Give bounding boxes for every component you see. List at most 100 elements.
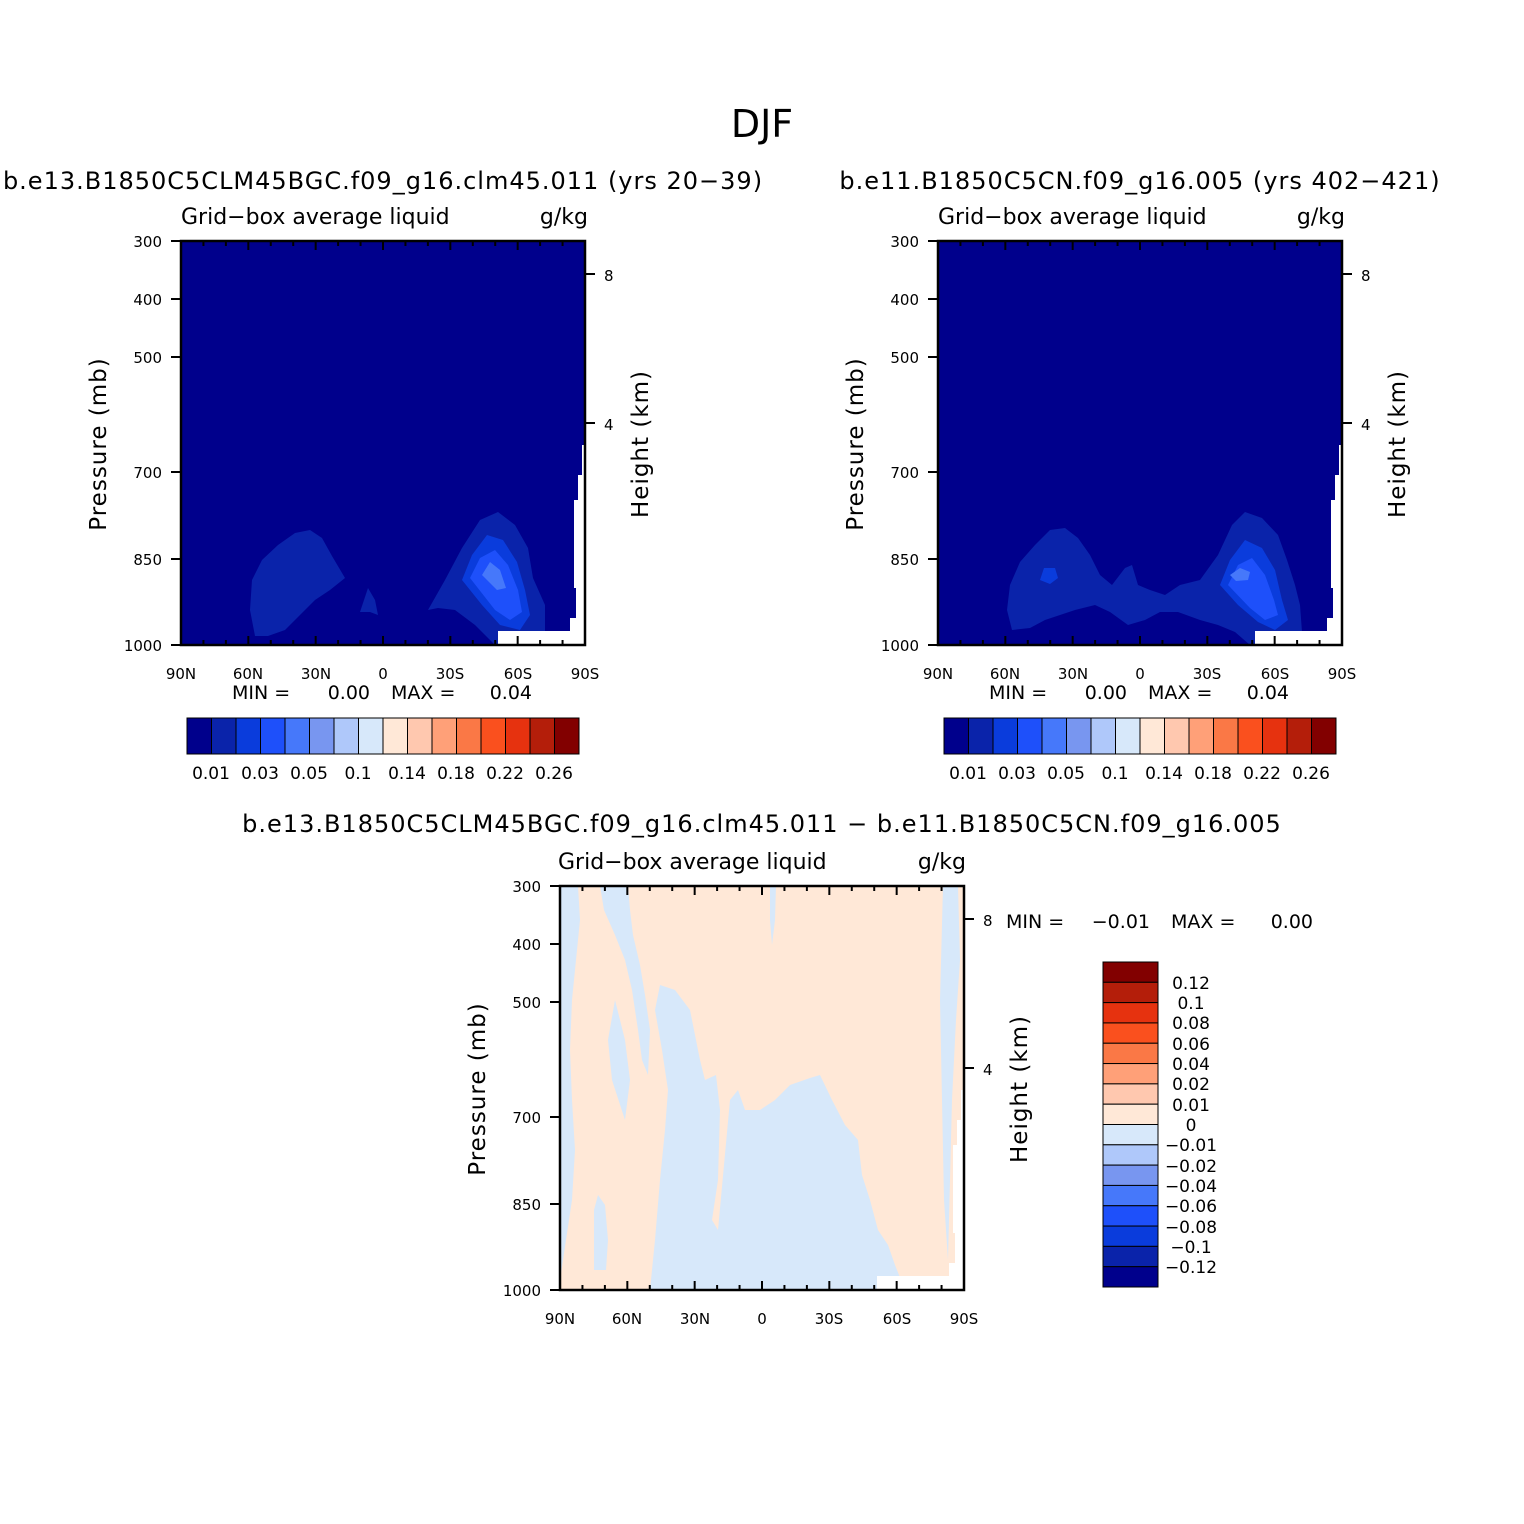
colorbar-swatch xyxy=(1115,717,1141,755)
colorbar-label: 0.14 xyxy=(388,764,426,784)
colorbar-swatch xyxy=(1102,1124,1159,1146)
colorbar-label: 0.26 xyxy=(535,764,573,784)
colorbar-label: 0.02 xyxy=(1172,1075,1210,1095)
x-tick-label: 30N xyxy=(680,1310,710,1328)
negative-region-north-strip xyxy=(560,886,580,1280)
x-tick-label: 0 xyxy=(378,665,388,683)
colorbar-swatch xyxy=(554,717,580,755)
min-label: MIN = xyxy=(989,682,1047,704)
y2-axis-title: Height (km) xyxy=(1007,1015,1033,1163)
colorbar-label: 0.1 xyxy=(344,764,371,784)
colorbar-swatch xyxy=(407,717,433,755)
variable-label: Grid−box average liquid xyxy=(558,850,827,875)
panel-title: b.e11.B1850C5CN.f09_g16.005 (yrs 402−421… xyxy=(839,167,1440,195)
x-tick-label: 90S xyxy=(571,665,600,683)
colorbar-swatch xyxy=(1090,717,1116,755)
colorbar-diff xyxy=(1102,961,1159,1288)
x-tick-labels: 90N 60N 30N 0 30S 60S 90S xyxy=(923,665,1356,683)
x-tick-label: 90S xyxy=(1328,665,1357,683)
y2-tick-label: 4 xyxy=(1361,416,1371,434)
y2-tick-label: 8 xyxy=(604,267,614,285)
colorbar-swatch xyxy=(260,717,286,755)
colorbar-labels: 0.01 0.03 0.05 0.1 0.14 0.18 0.22 0.26 xyxy=(192,764,573,784)
colorbar-label: 0.22 xyxy=(486,764,524,784)
negative-region-north-lower xyxy=(594,1195,608,1270)
colorbar-label: −0.01 xyxy=(1165,1136,1217,1156)
x-tick-label: 0 xyxy=(757,1310,767,1328)
y-tick-label: 400 xyxy=(133,291,162,309)
y-tick-label: 1000 xyxy=(503,1282,541,1300)
ticks xyxy=(550,885,974,1291)
colorbar-label: 0.1 xyxy=(1101,764,1128,784)
colorbar-label: −0.04 xyxy=(1165,1177,1217,1197)
y-tick-label: 500 xyxy=(512,994,541,1012)
colorbar-label: 0.01 xyxy=(1172,1096,1210,1116)
colorbar-swatch xyxy=(1102,1266,1159,1288)
x-tick-label: 60S xyxy=(504,665,533,683)
y2-axis-title: Height (km) xyxy=(628,370,654,518)
x-tick-label: 0 xyxy=(1135,665,1145,683)
x-tick-label: 60N xyxy=(233,665,263,683)
missing-region xyxy=(877,1090,964,1290)
max-value: 0.04 xyxy=(1247,682,1289,704)
colorbar-label: 0.03 xyxy=(998,764,1036,784)
colorbar-swatch xyxy=(431,717,457,755)
colorbar-label: 0.1 xyxy=(1177,994,1204,1014)
max-label: MAX = xyxy=(391,682,455,704)
colorbar-swatch xyxy=(1017,717,1043,755)
colorbar-swatch xyxy=(943,717,969,755)
y-tick-label: 300 xyxy=(512,878,541,896)
y2-tick-label: 8 xyxy=(983,912,993,930)
max-label: MAX = xyxy=(1171,911,1235,933)
colorbar-label: 0.05 xyxy=(290,764,328,784)
colorbar-label: −0.12 xyxy=(1165,1258,1217,1278)
panel-top-left: b.e13.B1850C5CLM45BGC.f09_g16.clm45.011 … xyxy=(3,167,763,784)
missing-region xyxy=(498,445,585,645)
units-label: g/kg xyxy=(918,850,966,875)
min-label: MIN = xyxy=(1006,911,1064,933)
y-tick-label: 400 xyxy=(512,936,541,954)
x-tick-label: 30N xyxy=(301,665,331,683)
x-tick-label: 60N xyxy=(990,665,1020,683)
colorbar-swatch xyxy=(1041,717,1067,755)
contour-region-north-tropics xyxy=(1007,512,1302,645)
colorbar-label: 0.18 xyxy=(437,764,475,784)
x-tick-label: 60N xyxy=(612,1310,642,1328)
x-tick-label: 60S xyxy=(883,1310,912,1328)
min-value: 0.00 xyxy=(328,682,370,704)
y-axis-title: Pressure (mb) xyxy=(86,357,112,530)
negative-region-northern-band xyxy=(608,1000,630,1120)
y-tick-label: 850 xyxy=(133,551,162,569)
colorbar-swatch xyxy=(1102,1205,1159,1227)
y-tick-label: 1000 xyxy=(881,637,919,655)
colorbar-label: 0 xyxy=(1186,1116,1197,1136)
colorbar-swatch xyxy=(1102,961,1159,983)
panel-title: b.e13.B1850C5CLM45BGC.f09_g16.clm45.011 … xyxy=(3,167,763,195)
x-tick-labels: 90N 60N 30N 0 30S 60S 90S xyxy=(166,665,599,683)
colorbar-swatch xyxy=(456,717,482,755)
y2-tick-label: 4 xyxy=(604,416,614,434)
colorbar-swatch xyxy=(992,717,1018,755)
panel-difference: b.e13.B1850C5CLM45BGC.f09_g16.clm45.011 … xyxy=(242,810,1313,1328)
colorbar-swatch xyxy=(235,717,261,755)
colorbar-swatch xyxy=(529,717,555,755)
ticks xyxy=(171,240,595,646)
min-value: −0.01 xyxy=(1092,911,1150,933)
y-tick-label: 1000 xyxy=(124,637,162,655)
negative-region-south-edge xyxy=(940,886,960,1260)
colorbar-swatch xyxy=(1286,717,1312,755)
units-label: g/kg xyxy=(540,205,588,230)
colorbar-swatch xyxy=(358,717,384,755)
y-tick-labels: 300 400 500 700 850 1000 xyxy=(503,878,541,1300)
y-tick-label: 300 xyxy=(890,233,919,251)
y-tick-label: 700 xyxy=(512,1109,541,1127)
x-tick-labels: 90N 60N 30N 0 30S 60S 90S xyxy=(545,1310,978,1328)
variable-label: Grid−box average liquid xyxy=(181,205,450,230)
negative-region-south-strip xyxy=(770,886,776,945)
colorbar-swatch xyxy=(1102,1245,1159,1268)
colorbar-swatch xyxy=(1102,1083,1159,1105)
colorbar-label: 0.26 xyxy=(1292,764,1330,784)
x-tick-label: 90N xyxy=(923,665,953,683)
colorbar-abs xyxy=(186,717,580,755)
